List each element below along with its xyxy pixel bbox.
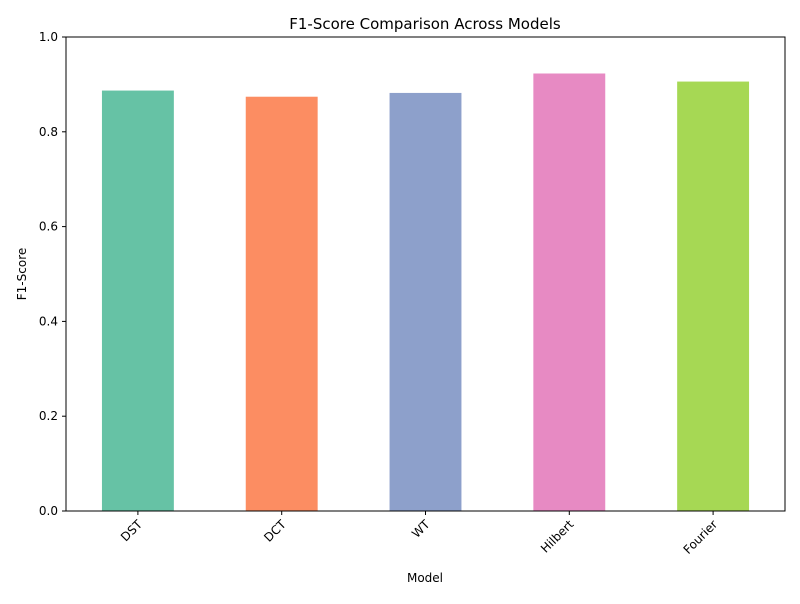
bar-dst	[101, 90, 174, 511]
y-tick-label: 0.4	[39, 314, 58, 328]
bar-hilbert	[533, 73, 606, 511]
bar-fourier	[677, 81, 750, 511]
y-tick-label: 0.6	[39, 220, 58, 234]
y-tick-label: 0.2	[39, 409, 58, 423]
y-tick-label: 1.0	[39, 30, 58, 44]
plot-frame	[65, 36, 786, 512]
bars-layer	[101, 73, 750, 512]
bar-dct	[245, 96, 318, 511]
y-axis-label: F1-Score	[15, 248, 29, 300]
chart-title: F1-Score Comparison Across Models	[289, 15, 561, 33]
y-tick-label: 0.8	[39, 125, 58, 139]
x-axis-label: Model	[407, 571, 443, 585]
y-tick-label: 0.0	[39, 504, 58, 518]
bar-wt	[389, 92, 462, 512]
y-axis-ticks: 0.0 0.2 0.4 0.6 0.8 1.0	[39, 30, 66, 518]
